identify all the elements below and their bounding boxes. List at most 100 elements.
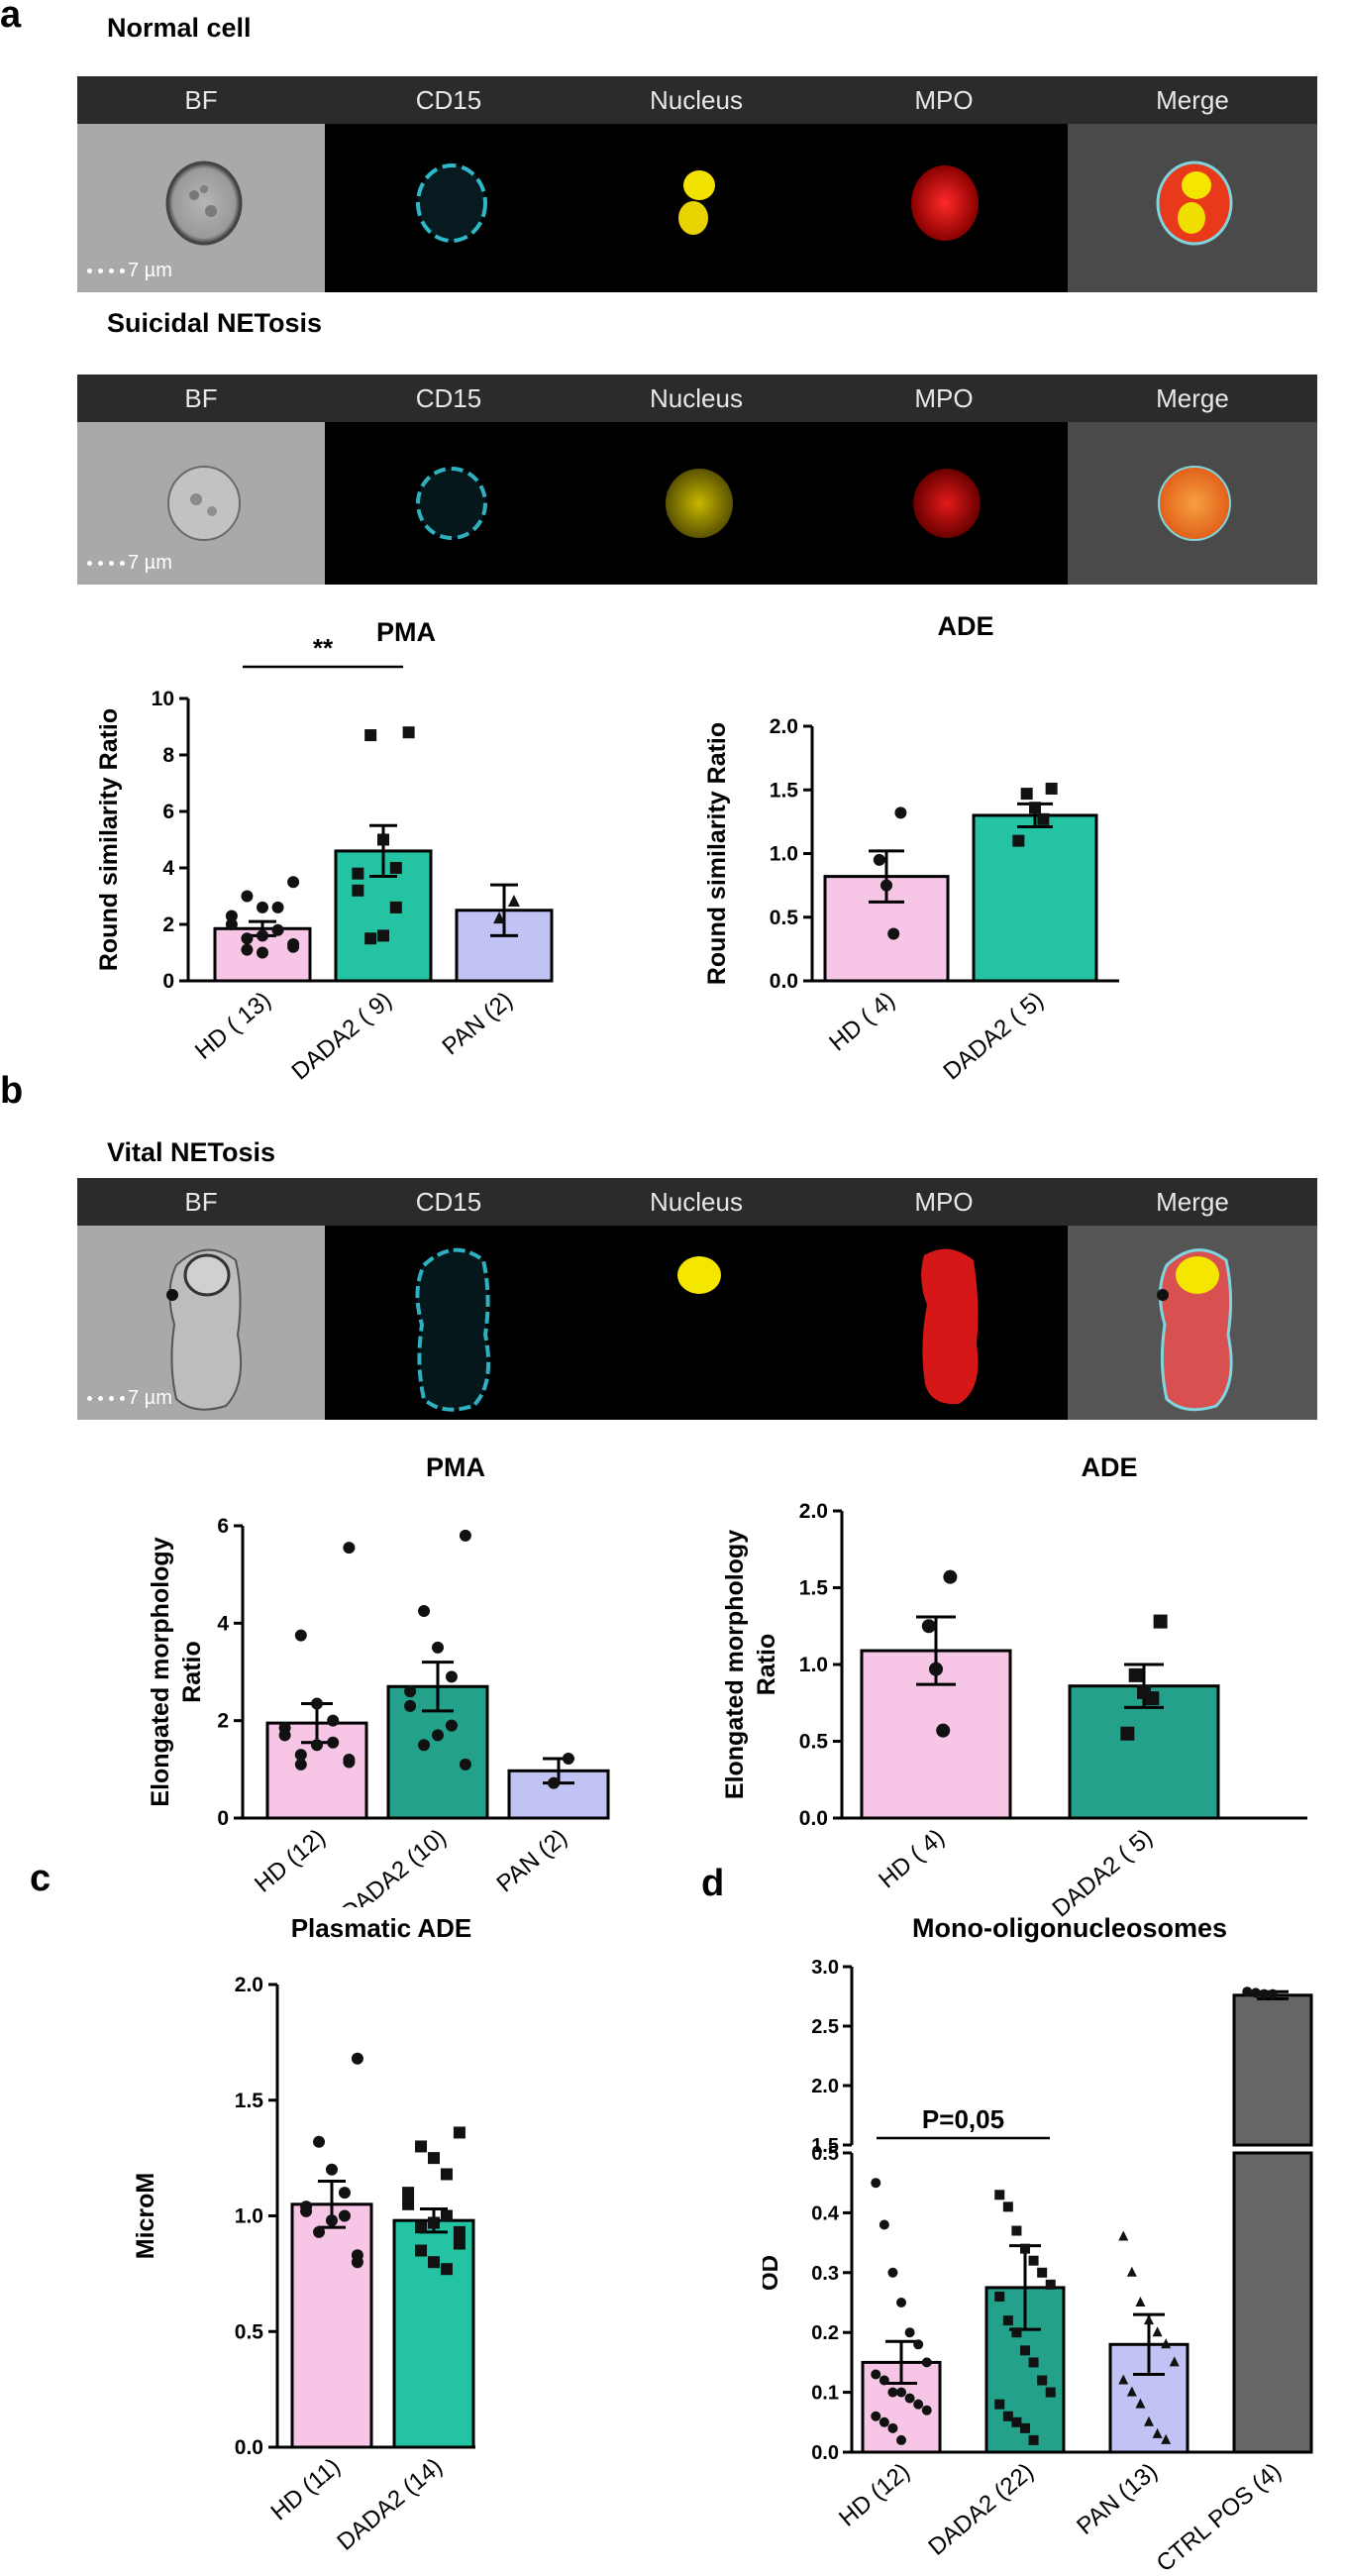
data-point: [326, 2214, 338, 2227]
channel-label-cd15: CD15: [415, 383, 482, 413]
y-axis-label: Elongated morphology Ratio: [721, 1530, 780, 1799]
y-axis-label-line: Elongated morphology: [721, 1530, 749, 1799]
data-point: [1152, 2427, 1163, 2438]
significance-label: **: [313, 633, 334, 663]
y-tick-label: 2.0: [799, 1500, 828, 1523]
data-point: [377, 929, 389, 942]
y-tick-label: 1.0: [799, 1654, 828, 1676]
data-point: [445, 1670, 458, 1683]
data-point: [1037, 2375, 1048, 2386]
bar-upper-segment: [1232, 1993, 1313, 2147]
data-point: [294, 1629, 307, 1642]
data-point: [1145, 1691, 1160, 1706]
data-point: [404, 1699, 417, 1712]
channel-label-bf: BF: [184, 383, 218, 413]
data-point: [1020, 2422, 1030, 2433]
nucleus-image: [572, 124, 820, 292]
y-tick-label: 2.0: [811, 2076, 839, 2097]
x-tick-label: CTRL POS (4): [1152, 2458, 1287, 2571]
data-point: [241, 943, 254, 956]
data-point: [271, 901, 284, 913]
y-tick-label: 0.5: [235, 2320, 264, 2343]
data-point: [896, 2298, 906, 2308]
x-tick-label: PAN (13): [1072, 2458, 1163, 2540]
data-point: [257, 901, 268, 913]
y-axis-label: MicroM: [132, 2173, 159, 2260]
x-tick-label: PAN (2): [437, 987, 517, 1060]
data-point: [943, 1569, 958, 1584]
y-tick-label: 0.5: [811, 2143, 839, 2165]
y-tick-label: 1.5: [799, 1577, 829, 1600]
data-point: [1126, 2386, 1137, 2397]
chart-title: ADE: [937, 611, 993, 641]
data-point: [311, 1697, 323, 1710]
data-point: [1259, 1988, 1270, 1999]
data-point: [1020, 2345, 1030, 2356]
data-point: [326, 2163, 338, 2176]
y-tick-label: 6: [162, 801, 174, 823]
data-point: [1028, 2434, 1039, 2445]
data-point: [352, 884, 364, 897]
data-point: [415, 2221, 428, 2234]
y-tick-label: 1.0: [770, 843, 798, 866]
data-point: [1002, 2411, 1013, 2421]
data-point: [1020, 788, 1033, 801]
merge-image: [1068, 124, 1317, 292]
x-tick-label: DADA2 ( 5): [939, 987, 1049, 1085]
data-point: [879, 2375, 889, 2386]
y-axis-label: OD: [763, 2255, 783, 2291]
data-point: [453, 2126, 466, 2139]
data-point: [1152, 2326, 1163, 2337]
data-point: [352, 867, 364, 880]
data-point: [351, 2052, 363, 2065]
data-point: [994, 2399, 1005, 2410]
x-tick-label: HD ( 13): [190, 987, 276, 1065]
data-point: [1118, 2374, 1129, 2385]
data-point: [1037, 812, 1050, 825]
data-point: [278, 1729, 291, 1742]
y-tick-label: 4: [217, 1612, 229, 1635]
data-point: [921, 1619, 936, 1634]
data-point: [1120, 1726, 1135, 1741]
data-point: [402, 2187, 415, 2200]
y-tick-label: 2: [162, 913, 174, 936]
data-point: [879, 2219, 889, 2230]
data-point: [1037, 2267, 1048, 2278]
data-point: [913, 2339, 924, 2350]
data-point: [1011, 2327, 1022, 2338]
strip-title-suicidal: Suicidal NETosis: [107, 308, 323, 338]
data-point: [404, 1685, 417, 1698]
y-tick-label: 10: [152, 688, 174, 710]
channel-label-cd15: CD15: [415, 1187, 482, 1217]
data-point: [548, 1776, 561, 1789]
data-point: [1144, 2415, 1154, 2426]
data-point: [1011, 2416, 1022, 2427]
chart-a-ade: ADE Round similarity Ratio 0.0 0.5 1.0 1.5 2.0…: [703, 611, 1119, 1085]
y-tick-label: 0: [162, 970, 174, 993]
y-tick-label: 0.0: [770, 970, 798, 993]
x-tick-label: HD (11): [266, 2453, 346, 2526]
data-point: [1169, 2356, 1180, 2367]
bf-image: 7 µm: [77, 124, 325, 292]
panel-label-a: a: [0, 0, 22, 36]
data-point: [1028, 2357, 1039, 2368]
data-point: [1128, 1667, 1143, 1682]
data-point: [364, 729, 377, 742]
y-tick-label: 2: [217, 1710, 229, 1733]
data-point: [887, 2422, 898, 2433]
data-point: [415, 2140, 428, 2153]
data-point: [896, 2434, 906, 2445]
data-point: [294, 1749, 307, 1762]
chart-a-pma: PMA Round similarity Ratio 0 2 4 6 8 10 HD ( 13)…: [95, 619, 554, 1085]
panel-label-d: d: [701, 1863, 725, 1904]
data-point: [453, 2225, 466, 2238]
y-tick-label: 2.0: [235, 1974, 263, 1996]
y-tick-label: 0.1: [811, 2383, 839, 2405]
data-point: [402, 726, 415, 739]
scale-bar: 7 µm: [87, 260, 172, 282]
cd15-image: [325, 422, 572, 585]
data-point: [377, 833, 389, 846]
y-tick-label: 0.0: [235, 2436, 263, 2459]
y-axis-label: Round similarity Ratio: [703, 722, 731, 985]
